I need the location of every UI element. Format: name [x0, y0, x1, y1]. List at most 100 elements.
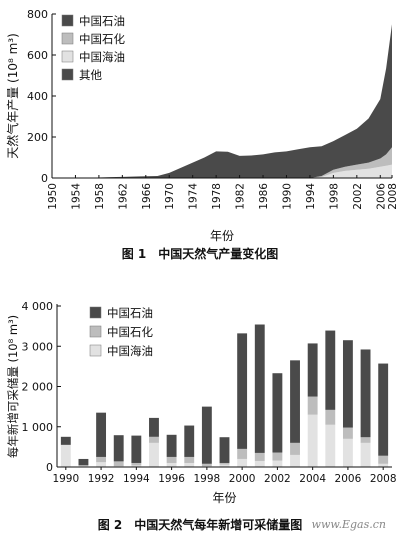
y-tick-label: 600	[27, 49, 48, 62]
bar-segment-0	[290, 454, 300, 467]
bar-segment-1	[378, 455, 389, 464]
bar-segment-1	[149, 436, 159, 443]
bar-segment-0	[360, 442, 371, 467]
legend-swatch	[61, 68, 74, 81]
figure-2-caption: 图 2 中国天然气每年新增可采储量图	[97, 518, 303, 532]
bar-segment-2	[325, 330, 336, 410]
bar-segment-0	[378, 463, 389, 467]
x-tick-label: 2008	[387, 183, 399, 210]
production-area-chart: 0 200 400 600 800 1950 1954 1958 1962 1966 1970 197…	[5, 8, 399, 243]
bar-segment-1	[201, 463, 212, 467]
x-tick-label: 1958	[94, 183, 106, 210]
bar-segment-0	[149, 442, 159, 467]
bar-segment-1	[342, 427, 353, 439]
x-tick-label: 2006	[375, 183, 387, 210]
figure-1: 0 200 400 600 800 1950 1954 1958 1962 1966 1970 197…	[0, 0, 400, 268]
x-tick-label: 2004	[299, 473, 326, 485]
bar-segment-0	[166, 462, 177, 467]
bar-segment-0	[78, 465, 89, 467]
bar-segment-1	[184, 456, 195, 463]
legend-swatch	[61, 32, 74, 45]
legend-label: 中国石油	[79, 14, 125, 28]
y-tick-label: 2 000	[22, 381, 54, 394]
bar-segment-2	[342, 340, 353, 428]
x-tick-label: 1982	[235, 183, 247, 210]
y-axis-title: 每年新增可采储量 (10⁸ m³)	[6, 315, 20, 458]
bar-segment-0	[237, 458, 248, 467]
y-tick-label: 800	[27, 8, 48, 21]
bar-segment-0	[219, 464, 230, 467]
bar-segment-2	[149, 417, 159, 437]
legend-label: 中国石油	[107, 306, 153, 320]
bar-segment-2	[378, 363, 389, 456]
y-tick-label: 200	[27, 131, 48, 144]
x-tick-label: 2002	[264, 473, 291, 485]
bar-segment-0	[184, 462, 195, 467]
figure-2: 0 1 000 2 000 3 000 4 000 1990 1992 1994 1996 199…	[0, 268, 400, 537]
legend-swatch	[61, 50, 74, 63]
x-axis-title: 年份	[210, 229, 234, 243]
bar-segment-0	[272, 460, 283, 467]
x-tick-label: 1994	[123, 473, 150, 485]
x-tick-label: 2000	[229, 473, 256, 485]
area-series-0	[52, 164, 392, 178]
bar-segment-0	[307, 414, 318, 467]
x-tick-label: 1962	[117, 183, 129, 210]
bar-segment-2	[184, 425, 195, 457]
bar-segment-0	[325, 424, 336, 467]
watermark: www.Egas.cn	[311, 518, 386, 531]
y-tick-label: 1 000	[22, 421, 54, 434]
x-tick-label: 1990	[281, 183, 293, 210]
bar-segment-2	[360, 349, 371, 438]
area-series-2	[52, 24, 392, 178]
x-tick-label: 1998	[194, 473, 221, 485]
y-tick-label: 4 000	[22, 300, 54, 313]
bar-segment-2	[290, 360, 300, 443]
legend-label: 中国海油	[79, 50, 125, 64]
bar-segment-2	[272, 373, 283, 453]
legend-swatch	[89, 325, 102, 338]
bar-segment-1	[96, 456, 107, 463]
x-tick-label: 1994	[305, 183, 317, 210]
bar-segment-2	[96, 412, 107, 457]
bar-segment-1	[131, 462, 142, 466]
x-tick-label: 1986	[258, 183, 270, 210]
bar-segment-2	[113, 435, 124, 462]
legend-label: 中国海油	[107, 344, 153, 358]
bar-segment-1	[237, 448, 248, 459]
bar-segment-1	[219, 462, 230, 465]
bar-segment-2	[307, 343, 318, 397]
x-tick-label: 1950	[47, 183, 59, 210]
x-tick-label: 1966	[141, 183, 153, 210]
bar-segment-1	[272, 452, 283, 461]
x-tick-label: 2008	[370, 473, 397, 485]
bar-segment-1	[113, 461, 124, 467]
legend-swatch	[61, 14, 74, 27]
x-axis-title: 年份	[212, 491, 236, 505]
bar-segment-1	[290, 442, 300, 455]
bar-segment-2	[237, 333, 248, 449]
x-tick-label: 1978	[211, 183, 223, 210]
x-tick-label: 1970	[164, 183, 176, 210]
legend-swatch	[89, 306, 102, 319]
y-tick-label: 0	[46, 461, 53, 474]
bar-segment-2	[254, 324, 265, 453]
y-tick-label: 0	[41, 172, 48, 185]
bar-segment-0	[60, 444, 71, 467]
bar-segment-2	[201, 406, 212, 464]
x-tick-label: 1998	[328, 183, 340, 210]
bar-segment-0	[96, 462, 107, 467]
bar-segment-0	[254, 460, 265, 467]
y-axis-title: 天然气年产量 (10⁸ m³)	[5, 33, 20, 159]
bar-segment-2	[166, 434, 177, 457]
x-tick-label: 1996	[158, 473, 185, 485]
x-tick-label: 2006	[335, 473, 362, 485]
y-tick-label: 400	[27, 90, 48, 103]
bar-segment-1	[360, 437, 371, 443]
bar-segment-1	[254, 452, 265, 461]
bar-segment-1	[307, 396, 318, 415]
bar-segment-1	[166, 456, 177, 463]
bar-segment-2	[60, 436, 71, 445]
bar-segment-0	[131, 465, 142, 467]
bar-segment-2	[131, 435, 142, 463]
